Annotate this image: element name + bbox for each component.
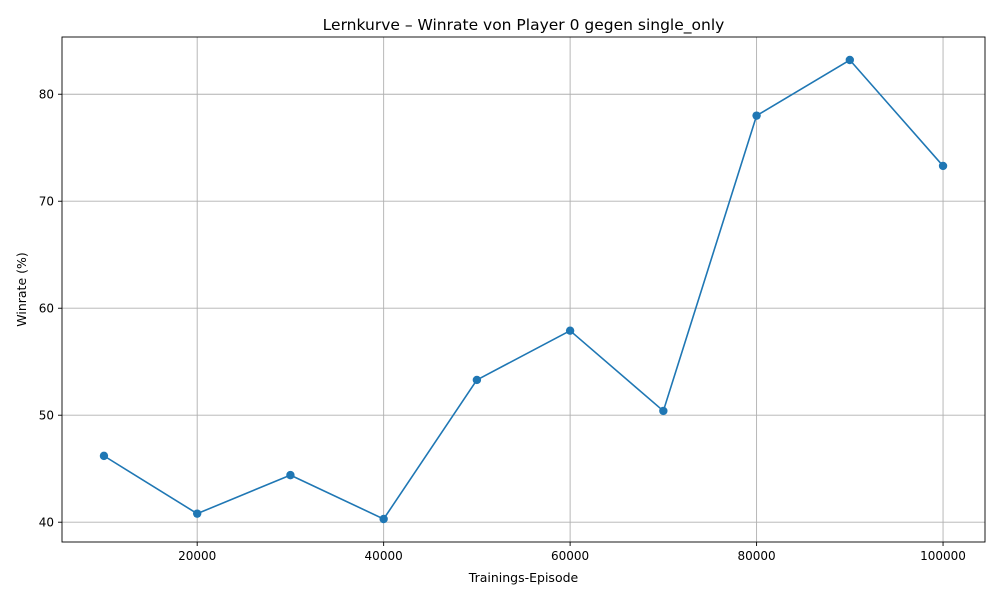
plot-frame <box>61 36 986 543</box>
data-point <box>286 470 295 480</box>
x-tick-label: 60000 <box>551 549 589 563</box>
y-tick-label: 60 <box>39 301 54 315</box>
x-tick-label: 100000 <box>920 549 966 563</box>
data-point <box>938 161 948 171</box>
y-tick-label: 70 <box>39 194 54 208</box>
axes-frame <box>61 36 986 543</box>
x-axis-label: Trainings-Episode <box>468 570 579 585</box>
data-point <box>752 111 761 120</box>
series-layer <box>99 55 948 524</box>
series-line <box>103 59 944 520</box>
x-tick-label: 20000 <box>178 549 216 563</box>
tick-marks-and-labels: 20000 40000 60000 80000 100000 40 50 60 70 80 <box>39 87 966 563</box>
x-tick-label: 40000 <box>365 549 403 563</box>
data-point <box>472 375 482 385</box>
chart-title: Lernkurve – Winrate von Player 0 gegen s… <box>323 16 725 35</box>
data-point <box>845 55 855 65</box>
grid-lines <box>62 37 985 542</box>
y-tick-label: 40 <box>39 515 54 529</box>
data-point <box>565 326 575 335</box>
y-axis-label: Winrate (%) <box>14 252 29 326</box>
data-point <box>659 406 668 416</box>
data-point <box>192 509 202 518</box>
data-point <box>99 451 109 461</box>
y-tick-label: 80 <box>39 87 54 101</box>
y-tick-label: 50 <box>39 408 54 422</box>
data-point <box>379 514 388 524</box>
x-tick-label: 80000 <box>737 549 775 563</box>
